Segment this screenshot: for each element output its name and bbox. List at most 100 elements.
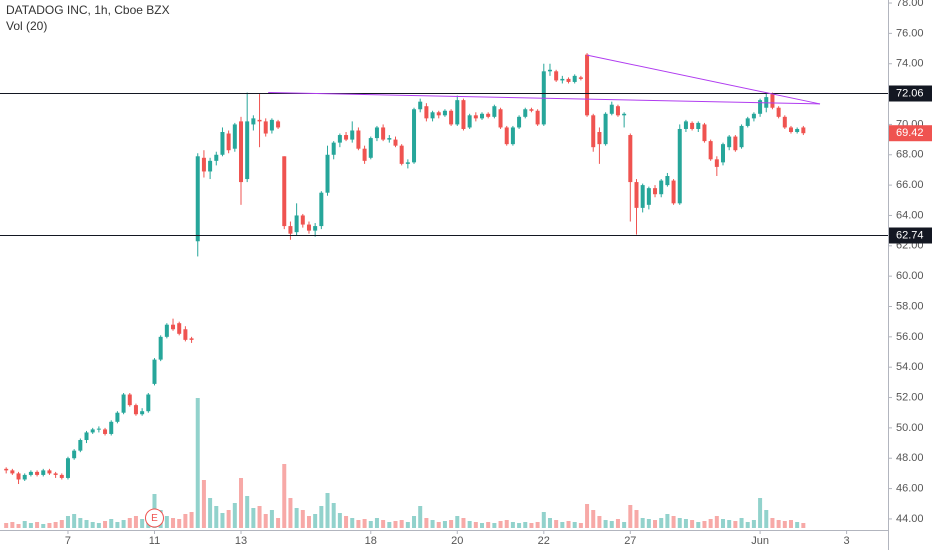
- y-tick-label: 64.00: [896, 209, 924, 221]
- x-tick-label: Jun: [751, 535, 769, 547]
- volume-bar: [294, 508, 299, 528]
- volume-bar: [16, 524, 21, 528]
- candle-body: [195, 156, 200, 242]
- candle-body: [455, 100, 460, 125]
- candle-body: [412, 109, 417, 163]
- candle-body: [22, 474, 27, 480]
- candle-body: [758, 100, 763, 114]
- candle-body: [708, 141, 713, 160]
- volume-bar: [109, 519, 114, 528]
- volume-bar: [251, 508, 256, 528]
- candle-body: [226, 133, 231, 151]
- candle-body: [300, 215, 305, 225]
- volume-bar: [177, 519, 182, 528]
- event-marker: [144, 508, 164, 528]
- volume-bar: [368, 521, 373, 528]
- event-label: E: [151, 513, 158, 524]
- volume-bar: [504, 520, 509, 528]
- candle-body: [201, 157, 206, 172]
- volume-bar: [84, 520, 89, 528]
- volume-bar: [615, 519, 620, 528]
- volume-bar: [28, 523, 33, 528]
- volume-bar: [788, 520, 793, 528]
- candle-body: [659, 180, 664, 195]
- volume-bar: [208, 498, 213, 528]
- volume-bar: [96, 523, 101, 528]
- volume-bar: [486, 522, 491, 528]
- volume-bar: [41, 524, 46, 528]
- candle-body: [263, 121, 268, 134]
- candle-body: [103, 429, 108, 434]
- candle-body: [554, 71, 559, 81]
- volume-bar: [387, 522, 392, 528]
- price-label-box: [889, 85, 932, 102]
- volume-bar: [560, 522, 565, 528]
- candle-body: [473, 115, 478, 119]
- volume-bar: [115, 522, 120, 528]
- candle-body: [653, 188, 658, 195]
- volume-bar: [22, 521, 27, 528]
- volume-bar: [232, 503, 237, 528]
- volume-bar: [189, 512, 194, 528]
- volume-bar: [758, 498, 763, 528]
- volume-bar: [653, 520, 658, 528]
- candle-body: [374, 127, 379, 139]
- candle-body: [702, 124, 707, 142]
- candle-body: [331, 142, 336, 155]
- volume-bar: [103, 521, 108, 528]
- candle-body: [727, 136, 732, 148]
- volume-bar: [739, 518, 744, 528]
- volume-bar: [245, 496, 250, 528]
- volume-bar: [671, 516, 676, 528]
- y-tick-label: 56.00: [896, 331, 924, 343]
- volume-bar: [529, 523, 534, 528]
- candle-body: [294, 215, 299, 233]
- candle-body: [665, 176, 670, 186]
- candle-body: [214, 154, 219, 161]
- volume-bar: [381, 520, 386, 528]
- volume-bar: [195, 398, 200, 528]
- y-tick-label: 44.00: [896, 513, 924, 525]
- volume-bar: [541, 512, 546, 528]
- candle-body: [269, 119, 274, 131]
- candle-body: [523, 109, 528, 117]
- candle-body: [801, 127, 806, 134]
- candle-body: [282, 156, 287, 227]
- candle-body: [461, 100, 466, 129]
- trendline: [268, 92, 821, 105]
- volume-bar: [127, 518, 132, 528]
- volume-bar: [306, 516, 311, 528]
- candle-body: [47, 470, 52, 474]
- candle-body: [795, 128, 800, 133]
- volume-bar: [566, 521, 571, 528]
- volume-bar: [4, 523, 9, 528]
- volume-bar: [714, 516, 719, 528]
- candle-body: [164, 324, 169, 337]
- x-tick-label: 3: [844, 535, 850, 547]
- volume-bar: [171, 518, 176, 528]
- candle-body: [28, 471, 33, 475]
- volume-bar: [770, 518, 775, 528]
- volume-bar: [10, 522, 15, 528]
- candle-body: [251, 118, 256, 125]
- candle-body: [609, 104, 614, 114]
- volume-bar: [133, 516, 138, 528]
- candle-body: [177, 323, 182, 334]
- y-tick-label: 54.00: [896, 361, 924, 373]
- y-tick-label: 60.00: [896, 270, 924, 282]
- volume-bar: [510, 522, 515, 528]
- candle-body: [418, 101, 423, 110]
- candle-body: [640, 185, 645, 208]
- volume-bar: [164, 516, 169, 528]
- volume-bar: [201, 480, 206, 528]
- candle-body: [350, 130, 355, 140]
- volume-bar: [597, 516, 602, 528]
- volume-bar: [337, 513, 342, 528]
- volume-bar: [677, 518, 682, 528]
- candle-body: [393, 139, 398, 146]
- volume-bar: [708, 519, 713, 528]
- x-tick-label: 18: [365, 535, 377, 547]
- volume-bar: [412, 516, 417, 528]
- volume-bar: [646, 519, 651, 528]
